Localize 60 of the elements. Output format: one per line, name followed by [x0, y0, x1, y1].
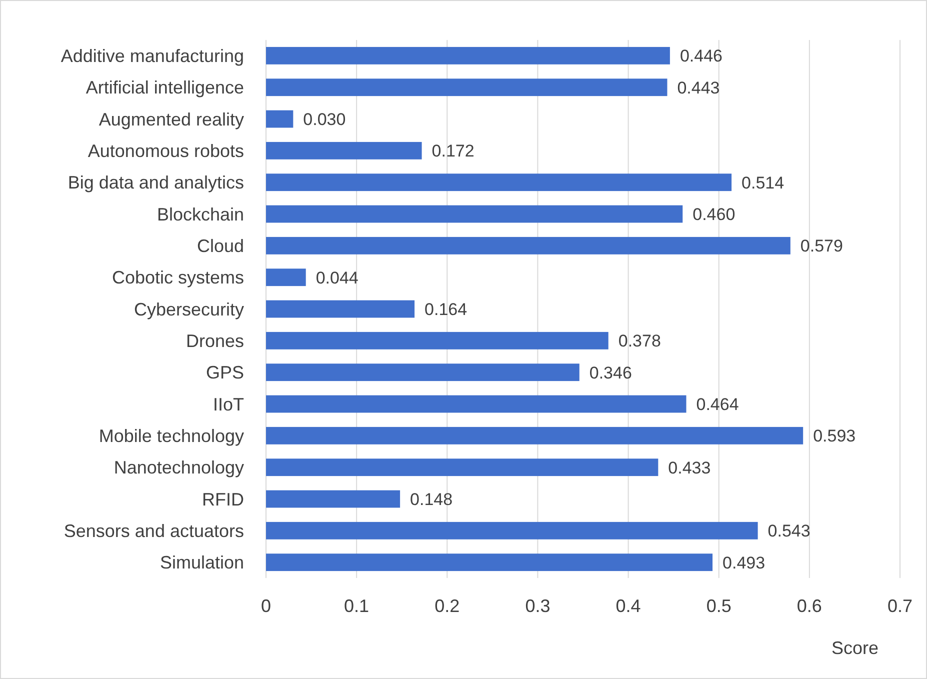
- data-label: 0.172: [432, 142, 474, 161]
- bar: [266, 364, 580, 382]
- data-label: 0.464: [696, 394, 739, 414]
- x-tick-label: 0.3: [525, 596, 550, 616]
- y-tick-label: Big data and analytics: [68, 172, 244, 193]
- y-tick-label: RFID: [202, 489, 244, 510]
- y-tick-label: Augmented reality: [98, 109, 244, 130]
- x-tick-label: 0.1: [344, 596, 370, 616]
- y-tick-label: Sensors and actuators: [64, 520, 244, 541]
- y-tick-label: Artificial intelligence: [86, 78, 244, 98]
- y-tick-label: Additive manufacturing: [60, 46, 244, 66]
- data-label: 0.346: [589, 363, 632, 382]
- bar: [266, 205, 683, 223]
- y-tick-label: Cobotic systems: [112, 268, 244, 288]
- y-tick-label: Cloud: [196, 236, 244, 256]
- data-label: 0.378: [618, 332, 661, 351]
- bar: [266, 490, 400, 508]
- data-label: 0.493: [722, 553, 766, 572]
- x-tick-label: 0.5: [706, 596, 732, 616]
- data-label: 0.579: [800, 236, 843, 256]
- bar: [266, 46, 670, 64]
- y-tick-label: GPS: [206, 362, 244, 383]
- data-label: 0.044: [316, 268, 358, 288]
- bar: [266, 78, 668, 96]
- x-tick-label: 0: [260, 596, 272, 616]
- data-label: 0.514: [742, 173, 784, 192]
- bar: [266, 395, 686, 413]
- data-label: 0.030: [303, 110, 346, 129]
- data-label: 0.433: [668, 458, 711, 478]
- bar: [266, 174, 732, 192]
- data-label: 0.593: [813, 426, 856, 446]
- bar: [266, 554, 713, 572]
- bar: [266, 142, 422, 160]
- data-label: 0.460: [692, 204, 736, 224]
- y-tick-label: Autonomous robots: [88, 140, 244, 161]
- bar: [266, 268, 306, 286]
- y-tick-label: Cybersecurity: [134, 299, 244, 320]
- data-label: 0.164: [424, 300, 468, 319]
- y-tick-label: IIoT: [212, 394, 244, 414]
- x-axis-title: Score: [831, 638, 879, 658]
- bar: [266, 110, 294, 128]
- y-tick-label: Blockchain: [156, 204, 244, 224]
- x-tick-label: 0.4: [616, 596, 641, 616]
- bar: [266, 426, 804, 444]
- bar: [266, 236, 790, 254]
- x-tick-label: 0.6: [796, 596, 822, 616]
- data-label: 0.148: [410, 490, 453, 509]
- x-tick-label: 0.7: [887, 596, 913, 616]
- bar: [266, 300, 415, 318]
- bar: [266, 332, 608, 350]
- bar: [266, 522, 758, 540]
- y-tick-label: Nanotechnology: [114, 458, 244, 478]
- y-tick-label: Drones: [186, 330, 244, 351]
- data-label: 0.446: [680, 46, 722, 66]
- bar: [266, 458, 658, 476]
- x-tick-label: 0.2: [434, 596, 460, 616]
- y-tick-label: Simulation: [160, 552, 244, 573]
- data-label: 0.443: [677, 78, 720, 98]
- y-tick-label: Mobile technology: [98, 426, 244, 446]
- data-label: 0.543: [768, 522, 810, 541]
